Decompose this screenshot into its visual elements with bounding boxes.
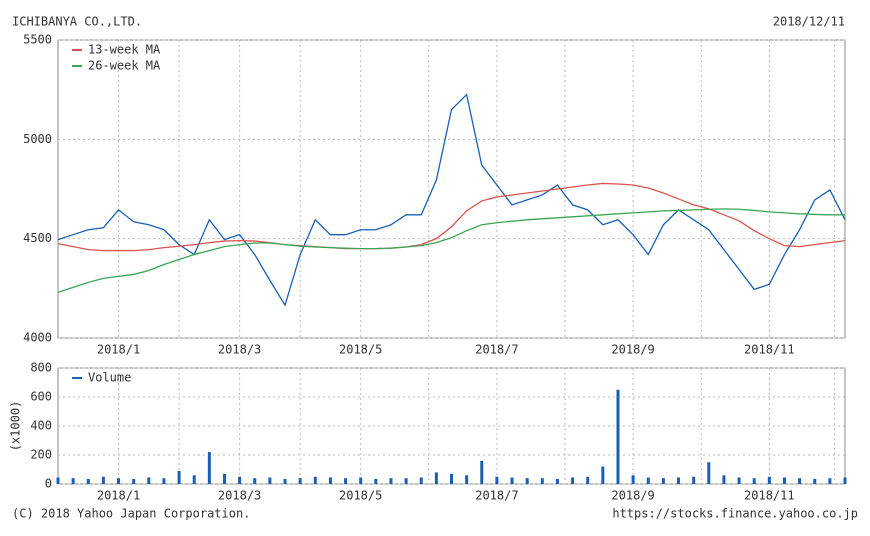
plot-area <box>57 39 846 339</box>
x-tick-label: 2018/9 <box>611 489 654 503</box>
source-url: https://stocks.finance.yahoo.co.jp <box>612 507 858 521</box>
volume-bar <box>283 478 287 484</box>
volume-bar <box>86 478 90 484</box>
price-line <box>57 208 845 293</box>
volume-bar <box>359 477 363 484</box>
y-tick-label: 800 <box>30 361 52 375</box>
plot-area <box>57 367 846 485</box>
volume-bar <box>813 478 817 484</box>
volume-bar <box>767 476 771 484</box>
y-tick-label: 4000 <box>23 331 52 345</box>
x-tick-label: 2018/7 <box>475 343 518 357</box>
volume-bar <box>298 478 302 484</box>
volume-bar <box>677 477 681 484</box>
legend-label: Volume <box>88 371 131 385</box>
volume-bar <box>101 476 105 484</box>
date: 2018/12/11 <box>773 15 845 29</box>
volume-bar <box>419 477 423 484</box>
legend-label: 26-week MA <box>88 59 161 73</box>
volume-bar <box>238 476 242 484</box>
volume-bar <box>117 478 121 484</box>
volume-bar <box>661 478 665 484</box>
volume-bar <box>495 476 499 484</box>
y-tick-label: 4500 <box>23 231 52 245</box>
volume-bar <box>344 478 348 484</box>
y-axis-label: (x1000) <box>9 401 23 452</box>
x-tick-label: 2018/3 <box>218 343 261 357</box>
x-tick-label: 2018/11 <box>744 489 795 503</box>
volume-bar <box>56 477 60 484</box>
volume-bar <box>601 466 605 484</box>
volume-bar <box>646 477 650 484</box>
volume-bar <box>571 477 575 484</box>
volume-bar <box>313 476 317 484</box>
volume-bar <box>253 478 257 484</box>
volume-bar <box>434 472 438 484</box>
volume-bar <box>132 478 136 484</box>
volume-bar <box>465 475 469 484</box>
volume-bar <box>586 476 590 484</box>
volume-bar <box>782 477 786 484</box>
volume-bar <box>510 477 514 484</box>
volume-bar <box>707 462 711 484</box>
volume-bar <box>540 478 544 484</box>
volume-bar <box>162 478 166 484</box>
y-tick-label: 5000 <box>23 132 52 146</box>
y-tick-label: 0 <box>45 477 52 491</box>
volume-bar <box>404 478 408 484</box>
x-tick-label: 2018/7 <box>475 489 518 503</box>
volume-bar <box>555 478 559 484</box>
x-tick-label: 2018/5 <box>339 343 382 357</box>
volume-bar <box>480 460 484 484</box>
volume-bar <box>798 478 802 484</box>
price-line <box>57 93 846 307</box>
y-tick-label: 400 <box>30 419 52 433</box>
volume-bar <box>268 477 272 484</box>
x-tick-label: 2018/5 <box>339 489 382 503</box>
volume-bar <box>525 478 529 484</box>
volume-bar <box>631 475 635 484</box>
volume-bar <box>737 477 741 484</box>
copyright: (C) 2018 Yahoo Japan Corporation. <box>12 507 250 521</box>
volume-bar <box>222 473 226 484</box>
x-tick-label: 2018/3 <box>218 489 261 503</box>
volume-bar <box>192 475 196 484</box>
volume-bar <box>147 477 151 484</box>
company-name: ICHIBANYA CO.,LTD. <box>12 15 142 29</box>
x-tick-label: 2018/11 <box>744 343 795 357</box>
volume-bar <box>828 478 832 484</box>
volume-bar <box>374 478 378 484</box>
volume-bar <box>752 478 756 484</box>
volume-bar <box>616 389 620 484</box>
legend-label: 13-week MA <box>88 43 161 57</box>
y-tick-label: 5500 <box>23 33 52 47</box>
x-tick-label: 2018/9 <box>611 343 654 357</box>
volume-bar <box>722 475 726 484</box>
volume-bar <box>692 476 696 484</box>
price-line <box>57 182 846 252</box>
y-tick-label: 200 <box>30 448 52 462</box>
x-tick-label: 2018/1 <box>97 343 140 357</box>
volume-bar <box>450 473 453 484</box>
y-tick-label: 600 <box>30 390 52 404</box>
volume-bar <box>389 478 393 484</box>
volume-bar <box>328 477 332 484</box>
volume-bar <box>71 478 75 484</box>
volume-bar <box>177 470 181 484</box>
x-tick-label: 2018/1 <box>97 489 140 503</box>
volume-bar <box>843 477 847 484</box>
volume-bar <box>207 452 211 484</box>
